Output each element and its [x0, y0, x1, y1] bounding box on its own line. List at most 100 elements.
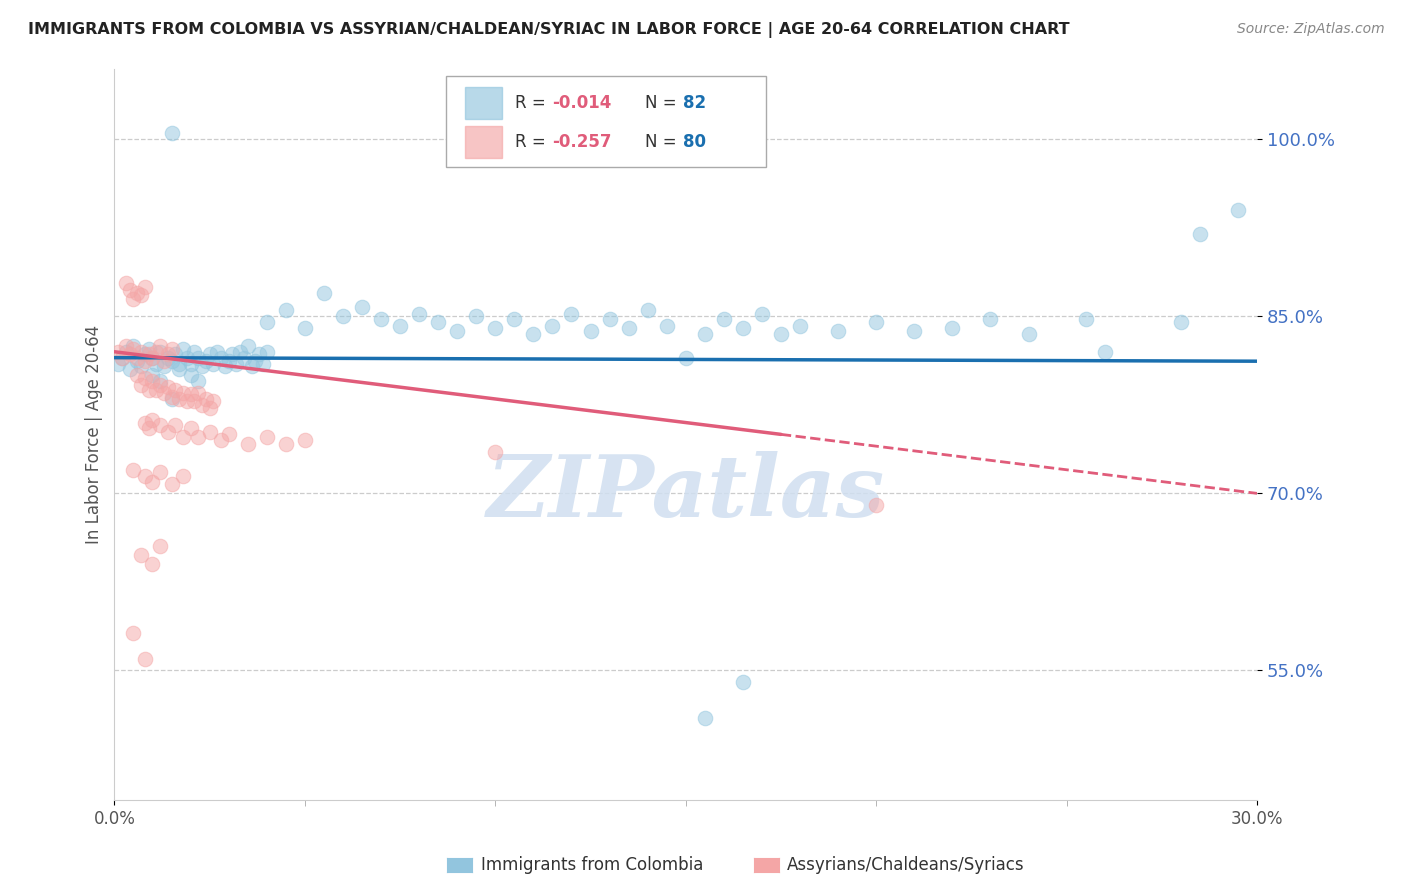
Point: [111, 351, 134, 365]
Point: [141, 351, 163, 365]
Point: [115, 344, 138, 359]
Point: [599, 311, 621, 326]
Point: [229, 344, 252, 359]
Point: [167, 392, 190, 406]
Point: [134, 280, 156, 294]
Text: Assyrians/Chaldeans/Syriacs: Assyrians/Chaldeans/Syriacs: [787, 856, 1025, 874]
Point: [141, 368, 163, 383]
Point: [187, 386, 209, 401]
Point: [903, 324, 925, 338]
Point: [465, 310, 488, 324]
Point: [138, 347, 160, 361]
Point: [541, 318, 564, 333]
Point: [579, 324, 602, 338]
Point: [236, 437, 259, 451]
Point: [149, 540, 172, 554]
Point: [245, 354, 267, 368]
Point: [176, 351, 198, 365]
Point: [751, 307, 773, 321]
Point: [149, 377, 172, 392]
Point: [180, 387, 202, 401]
Point: [294, 434, 316, 448]
Point: [129, 288, 152, 302]
Point: [256, 315, 278, 329]
Point: [138, 421, 160, 435]
Point: [274, 437, 297, 451]
Point: [122, 625, 145, 640]
Point: [370, 311, 392, 326]
Point: [160, 390, 183, 404]
Point: [172, 430, 194, 444]
Point: [111, 351, 134, 365]
Point: [129, 548, 152, 562]
Point: [141, 351, 163, 365]
Point: [252, 357, 274, 371]
Point: [122, 292, 145, 306]
Point: [115, 277, 138, 291]
Point: [156, 351, 179, 365]
Text: -0.014: -0.014: [553, 94, 612, 112]
Point: [127, 285, 149, 300]
Point: [202, 394, 225, 409]
Point: [118, 362, 141, 376]
Point: [160, 127, 183, 141]
FancyBboxPatch shape: [465, 126, 502, 158]
Point: [693, 710, 716, 724]
Point: [865, 315, 887, 329]
Point: [209, 351, 232, 365]
Point: [218, 427, 240, 442]
Text: 82: 82: [683, 94, 707, 112]
Text: Immigrants from Colombia: Immigrants from Colombia: [481, 856, 703, 874]
Point: [713, 311, 735, 326]
Point: [312, 285, 335, 300]
Point: [247, 347, 270, 361]
Point: [1227, 203, 1250, 218]
Point: [731, 321, 754, 335]
Point: [214, 359, 236, 373]
Point: [172, 468, 194, 483]
Point: [1094, 344, 1116, 359]
Point: [789, 318, 811, 333]
Text: N =: N =: [644, 133, 682, 151]
Point: [637, 303, 659, 318]
FancyBboxPatch shape: [465, 87, 502, 119]
Point: [160, 477, 183, 491]
Point: [769, 327, 792, 342]
Point: [165, 347, 187, 361]
Point: [134, 370, 156, 384]
Point: [256, 344, 278, 359]
Y-axis label: In Labor Force | Age 20-64: In Labor Force | Age 20-64: [86, 325, 103, 544]
Point: [389, 318, 412, 333]
Point: [484, 321, 506, 335]
Point: [127, 368, 149, 383]
Point: [107, 344, 129, 359]
Point: [145, 344, 167, 359]
Point: [225, 357, 247, 371]
Point: [194, 392, 217, 406]
Point: [617, 321, 640, 335]
Point: [145, 383, 167, 397]
Point: [149, 339, 172, 353]
Point: [865, 498, 887, 512]
Point: [209, 434, 232, 448]
Point: [176, 394, 198, 409]
Point: [180, 421, 202, 435]
Point: [141, 475, 163, 489]
Point: [180, 368, 202, 383]
Point: [141, 557, 163, 571]
Point: [221, 347, 243, 361]
Point: [408, 307, 430, 321]
Point: [138, 383, 160, 397]
Point: [153, 359, 176, 373]
Point: [191, 359, 214, 373]
Point: [198, 425, 221, 439]
Point: [160, 343, 183, 357]
Point: [127, 351, 149, 365]
Text: N =: N =: [644, 94, 682, 112]
Point: [127, 354, 149, 368]
Point: [118, 284, 141, 298]
Point: [156, 425, 179, 439]
Point: [187, 351, 209, 365]
Text: IMMIGRANTS FROM COLOMBIA VS ASSYRIAN/CHALDEAN/SYRIAC IN LABOR FORCE | AGE 20-64 : IMMIGRANTS FROM COLOMBIA VS ASSYRIAN/CHA…: [28, 22, 1070, 38]
Text: R =: R =: [516, 94, 551, 112]
